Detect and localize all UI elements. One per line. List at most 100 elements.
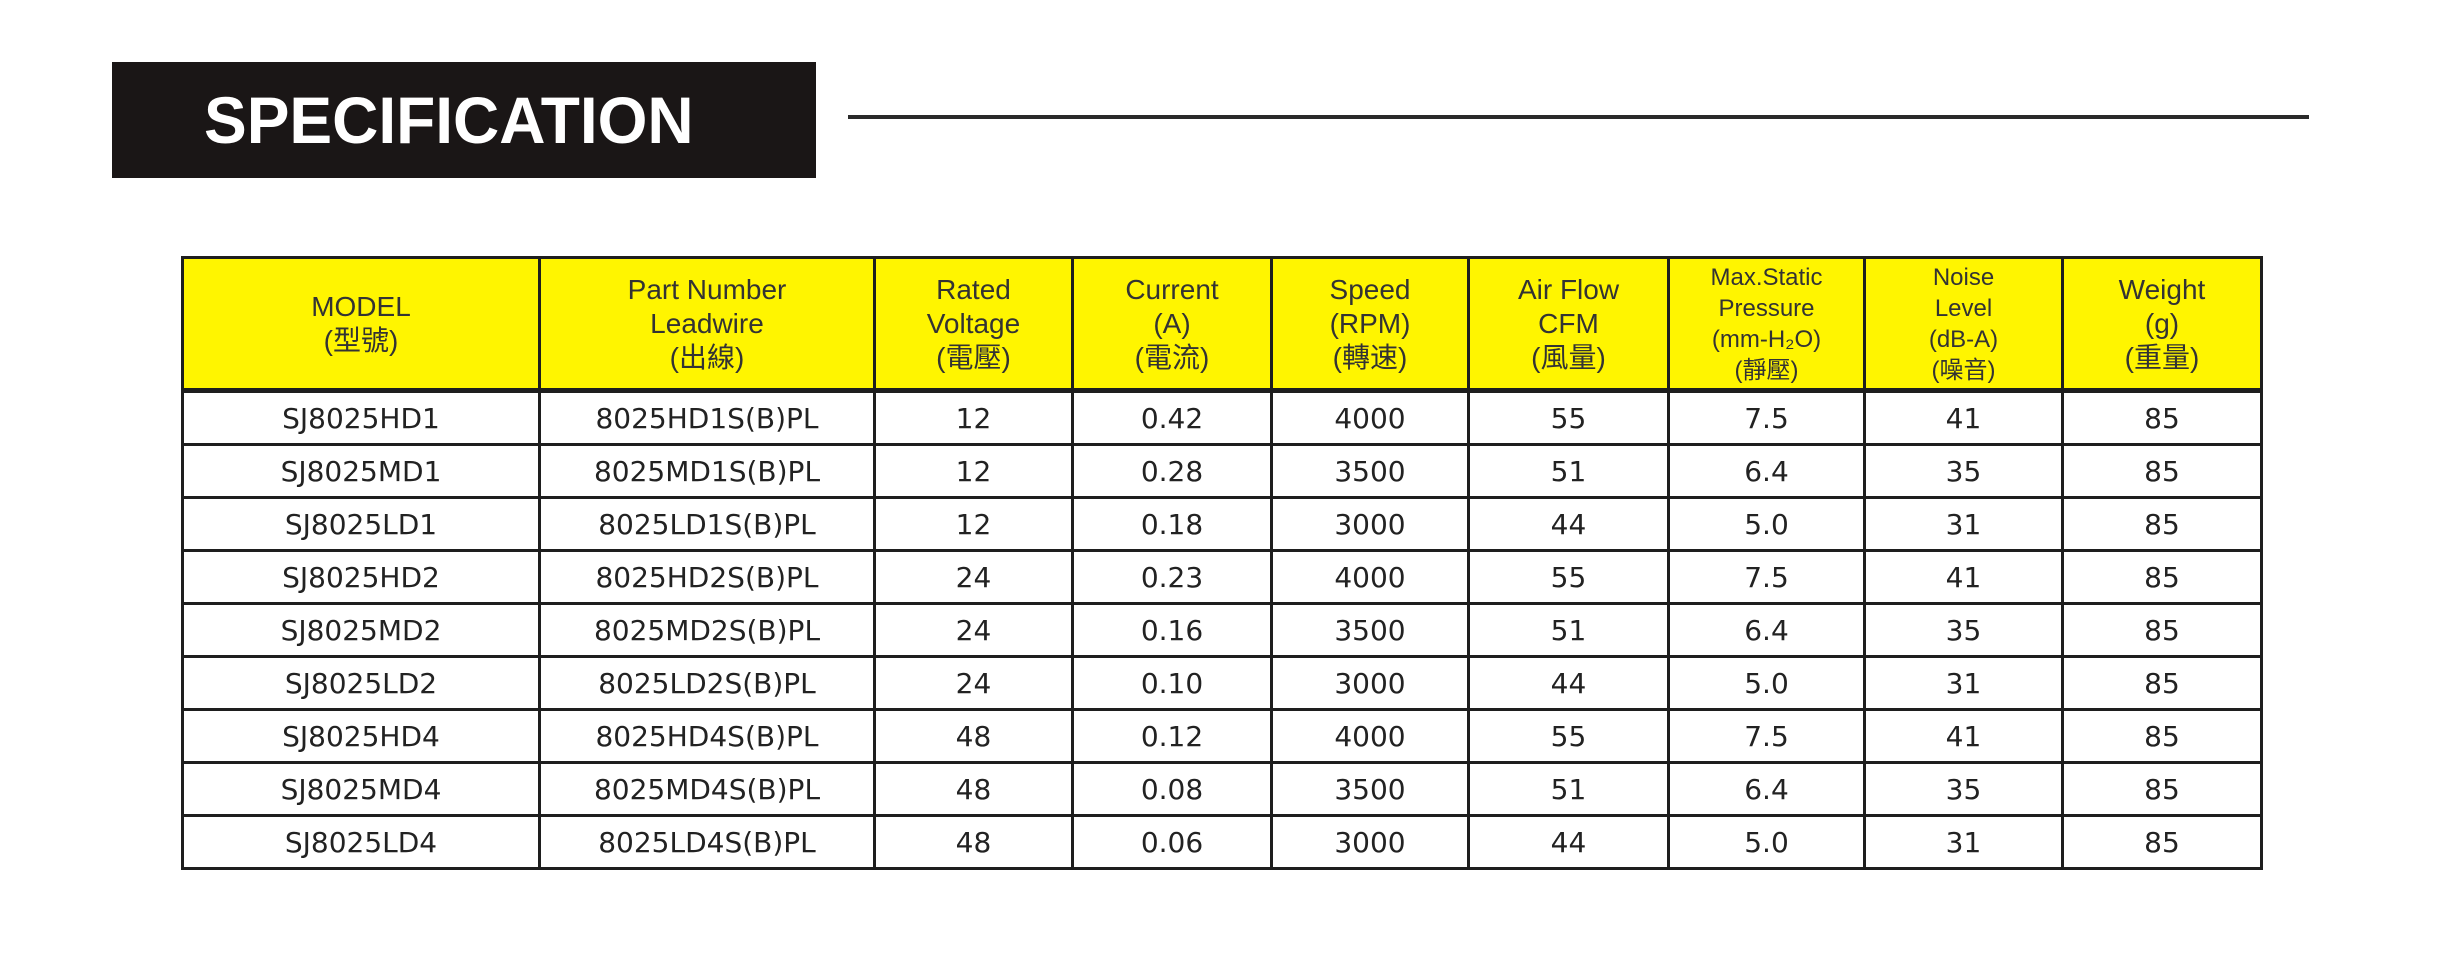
header-line: (RPM): [1329, 307, 1411, 339]
cell-speed: 4000: [1270, 708, 1470, 764]
cell-current: 0.18: [1071, 496, 1273, 552]
cell-noise-level: 41: [1863, 549, 2064, 605]
header-row: MODEL (型號) Part Number Leadwire (出線) Rated Vol…: [181, 256, 2263, 393]
cell-weight: 85: [2061, 814, 2263, 870]
cell-air-flow: 44: [1467, 814, 1670, 870]
header-line: (靜壓): [1734, 356, 1799, 384]
cell-weight: 85: [2061, 549, 2263, 605]
cell-model: SJ8025MD4: [181, 761, 541, 817]
table-row: SJ8025HD4 8025HD4S(B)PL 48 0.12 4000 55 7.5 41 8…: [181, 708, 2263, 764]
header-line: Current: [1125, 273, 1219, 305]
divider-rule: [848, 115, 2309, 119]
cell-rated-voltage: 48: [873, 708, 1074, 764]
header-current: Current (A) (電流): [1071, 256, 1273, 393]
header-line: (噪音): [1931, 356, 1996, 384]
header-line: Level: [1934, 294, 1993, 322]
cell-part-number: 8025HD2S(B)PL: [538, 549, 876, 605]
cell-speed: 4000: [1270, 549, 1470, 605]
header-line: (dB-A): [1928, 325, 1999, 353]
table-row: SJ8025LD2 8025LD2S(B)PL 24 0.10 3000 44 5.0 31 8…: [181, 655, 2263, 711]
header-line: Speed: [1329, 273, 1411, 305]
section-title-box: SPECIFICATION: [112, 62, 816, 178]
cell-static-pressure: 6.4: [1667, 443, 1866, 499]
cell-part-number: 8025HD4S(B)PL: [538, 708, 876, 764]
cell-static-pressure: 7.5: [1667, 708, 1866, 764]
cell-air-flow: 55: [1467, 389, 1670, 446]
table-row: SJ8025MD2 8025MD2S(B)PL 24 0.16 3500 51 6.4 35 8…: [181, 602, 2263, 658]
cell-model: SJ8025HD2: [181, 549, 541, 605]
cell-air-flow: 51: [1467, 761, 1670, 817]
cell-current: 0.16: [1071, 602, 1273, 658]
cell-model: SJ8025LD1: [181, 496, 541, 552]
cell-static-pressure: 5.0: [1667, 655, 1866, 711]
table-row: SJ8025LD1 8025LD1S(B)PL 12 0.18 3000 44 5.0 31 8…: [181, 496, 2263, 552]
cell-current: 0.08: [1071, 761, 1273, 817]
header-speed: Speed (RPM) (轉速): [1270, 256, 1470, 393]
table-row: SJ8025MD1 8025MD1S(B)PL 12 0.28 3500 51 6.4 35 8…: [181, 443, 2263, 499]
header-line: Noise: [1932, 263, 1995, 291]
cell-speed: 3500: [1270, 761, 1470, 817]
cell-part-number: 8025HD1S(B)PL: [538, 389, 876, 446]
cell-noise-level: 41: [1863, 389, 2064, 446]
header-noise-level: Noise Level (dB-A) (噪音): [1863, 256, 2064, 393]
cell-model: SJ8025HD1: [181, 389, 541, 446]
cell-weight: 85: [2061, 602, 2263, 658]
cell-rated-voltage: 48: [873, 761, 1074, 817]
cell-static-pressure: 5.0: [1667, 496, 1866, 552]
cell-speed: 3000: [1270, 814, 1470, 870]
header-line: Air Flow: [1517, 273, 1620, 305]
header-line: Max.Static: [1710, 263, 1823, 291]
table-row: SJ8025MD4 8025MD4S(B)PL 48 0.08 3500 51 6.4 35 8…: [181, 761, 2263, 817]
cell-part-number: 8025MD1S(B)PL: [538, 443, 876, 499]
cell-air-flow: 55: [1467, 708, 1670, 764]
cell-speed: 3500: [1270, 602, 1470, 658]
cell-speed: 3000: [1270, 496, 1470, 552]
cell-current: 0.12: [1071, 708, 1273, 764]
cell-part-number: 8025LD4S(B)PL: [538, 814, 876, 870]
cell-rated-voltage: 24: [873, 602, 1074, 658]
cell-air-flow: 44: [1467, 496, 1670, 552]
table-row: SJ8025HD1 8025HD1S(B)PL 12 0.42 4000 55 7.5 41 8…: [181, 389, 2263, 446]
cell-model: SJ8025MD2: [181, 602, 541, 658]
header-line: (轉速): [1332, 341, 1408, 373]
cell-noise-level: 31: [1863, 655, 2064, 711]
header-part-number: Part Number Leadwire (出線): [538, 256, 876, 393]
cell-weight: 85: [2061, 443, 2263, 499]
cell-static-pressure: 7.5: [1667, 549, 1866, 605]
cell-noise-level: 35: [1863, 602, 2064, 658]
header-line: (型號): [323, 324, 399, 356]
cell-part-number: 8025LD1S(B)PL: [538, 496, 876, 552]
cell-model: SJ8025MD1: [181, 443, 541, 499]
header-model: MODEL (型號): [181, 256, 541, 393]
header-line: (mm-H₂O): [1711, 325, 1822, 353]
header-line: Rated: [936, 273, 1011, 305]
cell-speed: 3000: [1270, 655, 1470, 711]
cell-rated-voltage: 12: [873, 443, 1074, 499]
header-line: (電流): [1134, 341, 1210, 373]
header-line: Leadwire: [650, 307, 764, 339]
header-line: Voltage: [926, 307, 1021, 339]
header-weight: Weight (g) (重量): [2061, 256, 2263, 393]
cell-model: SJ8025LD4: [181, 814, 541, 870]
header-line: (g): [2144, 307, 2180, 339]
header-line: (出線): [669, 341, 745, 373]
cell-rated-voltage: 24: [873, 655, 1074, 711]
cell-part-number: 8025MD4S(B)PL: [538, 761, 876, 817]
header-static-pressure: Max.Static Pressure (mm-H₂O) (靜壓): [1667, 256, 1866, 393]
cell-current: 0.10: [1071, 655, 1273, 711]
cell-weight: 85: [2061, 389, 2263, 446]
cell-weight: 85: [2061, 761, 2263, 817]
cell-static-pressure: 6.4: [1667, 761, 1866, 817]
specification-table: MODEL (型號) Part Number Leadwire (出線) Rated Vol…: [181, 256, 2263, 870]
cell-part-number: 8025MD2S(B)PL: [538, 602, 876, 658]
cell-model: SJ8025LD2: [181, 655, 541, 711]
header-line: (A): [1153, 307, 1191, 339]
cell-current: 0.28: [1071, 443, 1273, 499]
cell-static-pressure: 7.5: [1667, 389, 1866, 446]
header-line: Weight: [2118, 273, 2206, 305]
table-row: SJ8025HD2 8025HD2S(B)PL 24 0.23 4000 55 7.5 41 8…: [181, 549, 2263, 605]
cell-current: 0.42: [1071, 389, 1273, 446]
cell-air-flow: 51: [1467, 443, 1670, 499]
cell-noise-level: 31: [1863, 496, 2064, 552]
header-line: CFM: [1538, 307, 1599, 339]
